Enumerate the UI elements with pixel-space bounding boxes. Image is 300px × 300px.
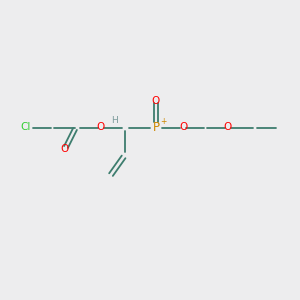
Text: Cl: Cl <box>20 122 31 133</box>
Text: O: O <box>152 95 160 106</box>
Text: O: O <box>179 122 187 133</box>
Text: O: O <box>96 122 105 133</box>
Text: H: H <box>112 116 118 125</box>
Text: O: O <box>224 122 232 133</box>
Text: +: + <box>160 117 166 126</box>
Text: O: O <box>60 143 69 154</box>
Text: P: P <box>152 121 160 134</box>
